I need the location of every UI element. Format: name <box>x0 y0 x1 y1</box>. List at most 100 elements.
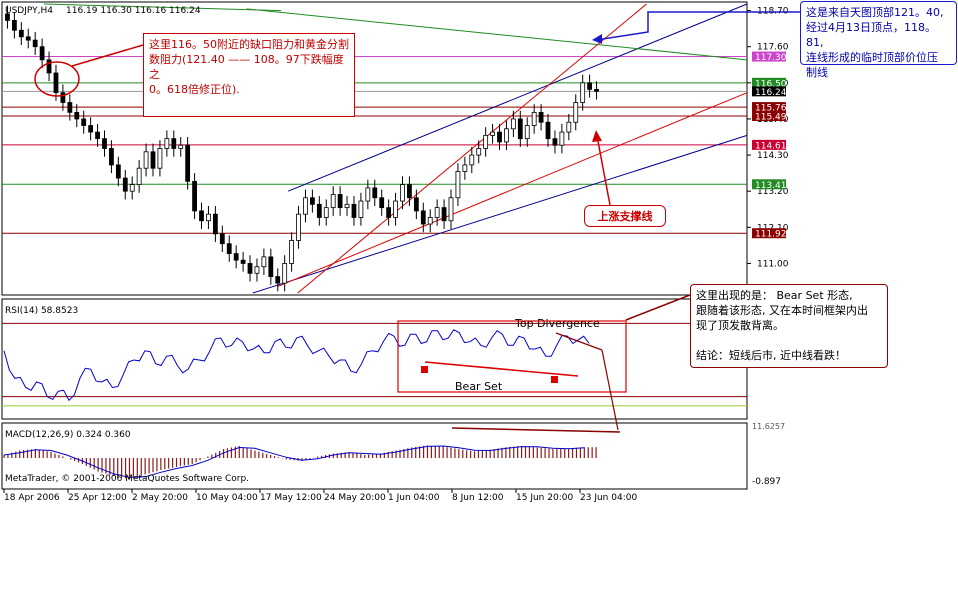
top-note-arrowhead <box>592 34 602 44</box>
divergence-connector <box>601 349 619 431</box>
candle-body <box>143 151 149 169</box>
bear-note-line: 这里出现的是： Bear Set 形态, <box>696 289 853 302</box>
divergence-box <box>397 320 627 393</box>
gap-note-line: 这里116。50附近的缺口阻力和黄金分割 <box>149 38 349 51</box>
macd-top-tick: 11.6257 <box>752 422 785 431</box>
macd-signal-line <box>3 445 585 479</box>
bear-set-note: 这里出现的是： Bear Set 形态, 跟随着该形态, 又在本时间框架内出 现… <box>690 284 888 368</box>
candle-body <box>178 144 184 149</box>
candle-body <box>413 197 419 212</box>
candle-body <box>212 213 218 235</box>
candle-body <box>46 59 52 74</box>
gap-resistance-note: 这里116。50附近的缺口阻力和黄金分割 数阻力(121.40 —— 108。9… <box>143 33 355 117</box>
candle-body <box>53 72 59 94</box>
time-tick-label: 8 Jun 12:00 <box>452 493 504 503</box>
time-tick-label: 2 May 20:00 <box>132 493 188 503</box>
price-marker-label: 115.76 <box>755 104 787 114</box>
lower-channel-line <box>252 134 748 294</box>
candle-body <box>5 13 10 21</box>
candle-body <box>296 213 301 241</box>
symbol-label: USDJPY,H4 <box>5 6 53 16</box>
top-trend-line <box>43 3 282 12</box>
candle-body <box>136 167 142 186</box>
top-divergence-label: Top Divergence <box>514 317 600 330</box>
ohlc-label: 116.19 116.30 116.16 116.24 <box>66 6 201 16</box>
candle-body <box>434 207 440 218</box>
price-marker-box <box>752 77 786 88</box>
candle-body <box>303 197 308 215</box>
price-marker-label: 113.41 <box>755 181 787 191</box>
candle-body <box>60 92 66 103</box>
candle-body <box>455 171 461 199</box>
candle-body <box>226 243 232 254</box>
candle-body <box>469 154 475 166</box>
candle-body <box>393 200 398 218</box>
price-marker-label: 116.24 <box>755 88 787 98</box>
candle-body <box>185 144 191 182</box>
candle-body <box>587 82 593 90</box>
candle-body <box>476 148 482 156</box>
candle-body <box>448 197 454 222</box>
support-trend-line <box>277 92 748 287</box>
top-note-line: 经过4月13日顶点，118。81, <box>806 21 936 49</box>
candle-body <box>441 207 447 222</box>
candle-body <box>129 184 135 192</box>
time-axis: 18 Apr 2006 25 Apr 12:00 2 May 20:00 10 May… <box>3 489 637 503</box>
candle-body <box>254 266 260 274</box>
price-marker-label: 115.49 <box>755 112 787 122</box>
price-level-lines <box>2 56 747 234</box>
candle-body <box>510 118 516 130</box>
price-tick-label: 117.60 <box>757 43 789 53</box>
candle-body <box>552 138 558 146</box>
price-marker-label: 111.92 <box>755 230 787 240</box>
resistance-trend-line <box>246 8 748 61</box>
candle-body <box>171 138 177 149</box>
candle-body <box>337 194 343 209</box>
candle-body <box>344 203 350 209</box>
candle-series <box>5 5 599 292</box>
top-note-line: 制线 <box>806 66 828 79</box>
candle-body <box>192 180 197 212</box>
candle-body <box>559 131 565 146</box>
rsi-indicator <box>2 322 747 407</box>
candle-body <box>420 210 426 225</box>
candle-body <box>74 111 80 120</box>
macd-low-tick: -0.897 <box>752 477 781 487</box>
candle-body <box>32 39 38 48</box>
bear-note-line: 现了顶发散背离。 <box>696 319 784 332</box>
candle-body <box>282 263 288 284</box>
rsi-panel-frame <box>1 298 748 420</box>
price-tick-label: 114.30 <box>757 151 789 161</box>
price-tick-label: 113.20 <box>757 187 789 197</box>
macd-panel-frame <box>1 422 748 490</box>
macd-indicator <box>3 445 597 479</box>
candle-body <box>490 131 495 136</box>
candle-body <box>407 184 412 199</box>
top-resistance-note: 这是来自天图顶部121。40, 经过4月13日顶点，118。81, 连线形成的临… <box>800 1 957 79</box>
price-marker-box <box>752 51 786 62</box>
candle-body <box>497 131 502 143</box>
candle-body <box>316 203 322 218</box>
price-tick-label: 111.00 <box>757 259 789 269</box>
candle-body <box>206 213 211 222</box>
candle-body <box>115 164 121 179</box>
candle-body <box>517 118 523 140</box>
support-line-note: 上涨支撑线 <box>584 205 666 227</box>
candle-body <box>157 148 163 169</box>
candle-body <box>323 207 329 218</box>
candle-body <box>240 259 246 264</box>
time-tick-label: 24 May 20:00 <box>324 493 386 503</box>
candle-body <box>365 187 371 202</box>
candle-body <box>88 125 94 133</box>
candle-body <box>261 256 267 268</box>
candle-body <box>247 263 253 274</box>
bear-note-line: 跟随着该形态, 又在本时间框架内出 <box>696 304 868 317</box>
price-marker-box <box>752 86 786 97</box>
time-tick-label: 25 Apr 12:00 <box>68 493 127 503</box>
candle-body <box>150 151 156 169</box>
candle-body <box>358 200 364 218</box>
support-note-arrowhead <box>592 130 602 142</box>
price-marker-label: 116.50 <box>755 79 787 89</box>
candle-body <box>545 121 551 140</box>
